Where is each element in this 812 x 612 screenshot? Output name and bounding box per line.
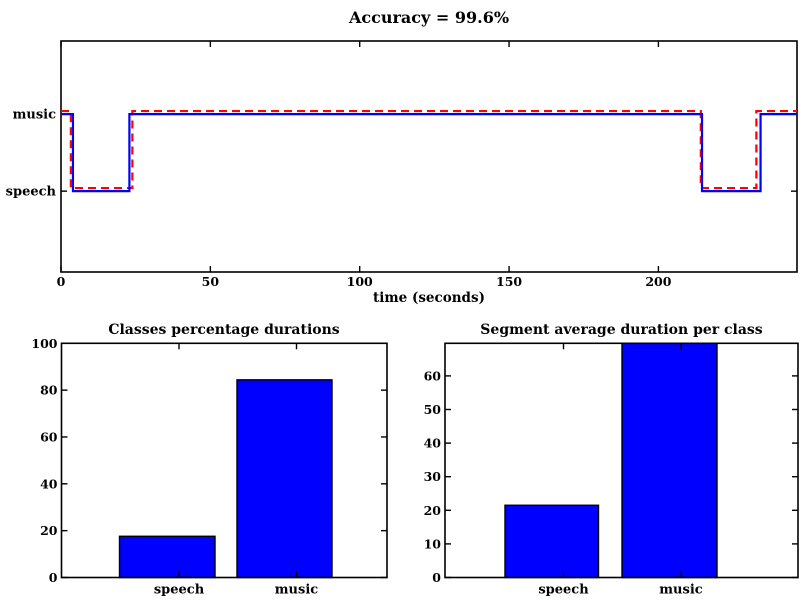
x-tick-label: 0	[57, 274, 66, 289]
x-tick-label: 150	[496, 274, 522, 289]
class-percentage-durations-axes-frame	[60, 342, 388, 579]
y-tick-label: 30	[424, 469, 442, 484]
y-tick-label: 50	[424, 402, 442, 417]
prediction-line	[61, 113, 797, 193]
y-tick-label: 100	[31, 336, 57, 351]
timeline-xlabel: time (seconds)	[373, 290, 485, 306]
ground-truth-line	[61, 109, 797, 190]
y-tick-label: 60	[40, 429, 58, 444]
x-tick-label: 50	[202, 274, 220, 289]
x-tick-label: speech	[154, 583, 205, 598]
percentage-durations-title: Classes percentage durations	[108, 322, 340, 338]
y-tick-label: 40	[40, 476, 58, 491]
y-tick-label: 0	[49, 570, 58, 585]
y-tick-label: 80	[40, 383, 58, 398]
y-tick-label: 60	[424, 368, 442, 383]
y-tick-label: 10	[424, 536, 442, 551]
y-tick-label: 40	[424, 436, 442, 451]
x-tick-label: 100	[347, 274, 373, 289]
average-duration-title: Segment average duration per class	[480, 322, 763, 338]
y-tick-label: speech	[6, 185, 57, 200]
y-tick-label: 20	[424, 503, 442, 518]
x-tick-label: music	[659, 583, 702, 598]
music-bar	[236, 379, 333, 579]
speech-bar	[504, 504, 600, 579]
y-tick-label: 0	[432, 570, 441, 585]
y-tick-label: music	[13, 108, 56, 123]
average-duration-plot: 0 10 20 30 40 50 60 speech music	[424, 342, 799, 598]
music-bar	[621, 342, 718, 579]
figure-title: Accuracy = 99.6%	[348, 8, 510, 27]
x-tick-label: speech	[538, 583, 589, 598]
timeline-plot: 0 50 100 150 200 music speech	[6, 40, 798, 289]
x-tick-label: music	[275, 583, 318, 598]
speech-bar	[118, 535, 216, 579]
percentage-durations-plot: 0 20 40 60 80 100 speech music	[31, 336, 388, 598]
segment-average-duration-axes-frame	[444, 342, 799, 579]
timeline-axes-frame	[60, 40, 798, 273]
y-tick-label: 20	[40, 523, 58, 538]
x-tick-label: 200	[645, 274, 671, 289]
